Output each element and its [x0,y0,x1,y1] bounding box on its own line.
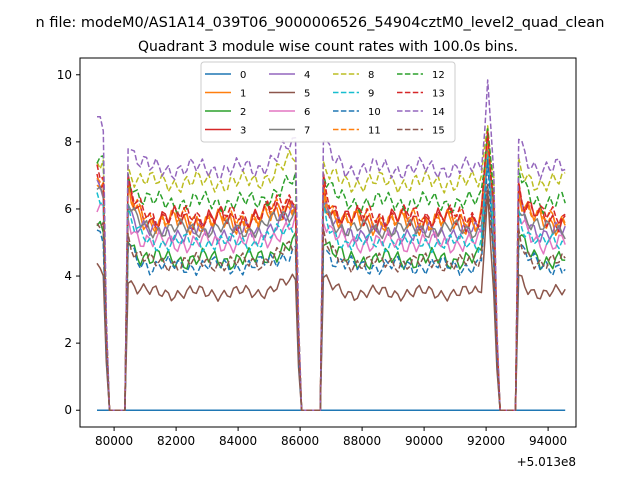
plot-lines [96,79,566,411]
legend-label: 10 [368,107,381,118]
series-line-13 [96,130,566,411]
y-tick-label: 8 [64,135,72,149]
legend-label: 6 [304,107,310,118]
series-line-10 [96,159,566,411]
legend-label: 14 [432,107,445,118]
legend-label: 3 [240,126,246,137]
legend-label: 13 [432,89,445,100]
legend-label: 12 [432,70,445,81]
series-line-15 [96,183,566,411]
legend-label: 2 [240,107,246,118]
x-tick-label: 84000 [219,434,257,448]
figure-suptitle: n file: modeM0/AS1A14_039T06_9000006526_… [36,15,605,31]
x-tick-label: 88000 [343,434,381,448]
y-tick-label: 0 [64,403,72,417]
legend-label: 8 [368,70,374,81]
y-tick-label: 2 [64,336,72,350]
series-line-12 [96,128,566,411]
legend-label: 7 [304,126,310,137]
legend-label: 4 [304,70,310,81]
x-tick-label: 82000 [157,434,195,448]
y-tick-label: 4 [64,269,72,283]
series-line-11 [96,141,566,411]
legend-label: 11 [368,126,381,137]
x-offset-label: +5.013e8 [517,455,576,469]
legend-label: 5 [304,89,310,100]
legend-label: 1 [240,89,246,100]
x-axis: 80000 82000 84000 86000 88000 90000 92000 94000 [95,427,567,448]
legend-label: 9 [368,89,374,100]
x-tick-label: 92000 [467,434,505,448]
x-tick-label: 94000 [529,434,567,448]
y-axis: 0 2 4 6 8 10 [57,68,80,417]
legend-box [200,61,456,143]
legend-label: 15 [432,126,445,137]
legend-label: 0 [240,70,246,81]
series-line-14 [97,79,566,411]
y-tick-label: 6 [64,202,72,216]
x-tick-label: 80000 [95,434,133,448]
series-line-5 [96,189,566,411]
chart-title: Quadrant 3 module wise count rates with … [138,39,518,55]
x-tick-label: 90000 [405,434,443,448]
y-tick-label: 10 [57,68,72,82]
x-tick-label: 86000 [281,434,319,448]
series-line-9 [96,152,566,411]
plot-frame [79,57,577,428]
